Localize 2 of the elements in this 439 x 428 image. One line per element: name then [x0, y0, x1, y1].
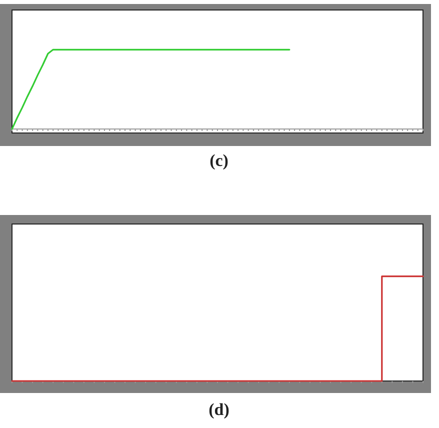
text: (d): [208, 400, 230, 419]
text: (c): [210, 151, 228, 170]
